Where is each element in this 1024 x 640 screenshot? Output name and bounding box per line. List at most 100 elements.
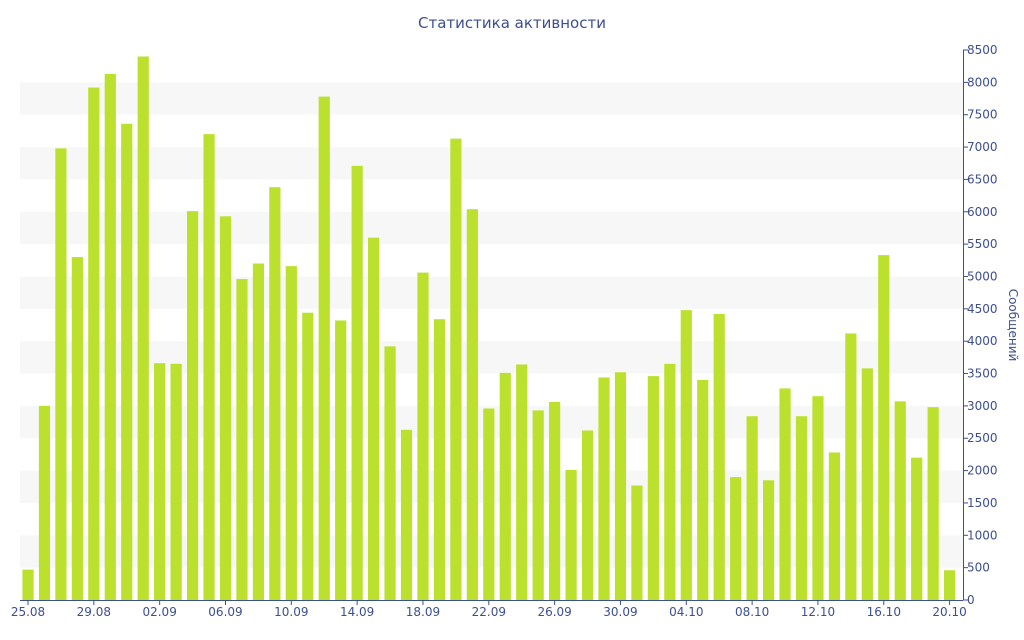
bar-07.10 (730, 477, 742, 600)
bar-13.09 (335, 320, 347, 600)
grid-band (20, 147, 963, 180)
bar-28.08 (71, 257, 83, 600)
bar-06.09 (219, 216, 232, 600)
bar-27.09 (565, 469, 577, 600)
chart-title: Статистика активности (418, 14, 606, 32)
x-tick-label: 04.10 (669, 605, 703, 619)
bar-25.08 (22, 569, 34, 600)
bar-01.10 (631, 485, 643, 600)
bar-07.09 (236, 279, 248, 600)
bar-09.09 (269, 187, 281, 601)
x-tick-label: 14.09 (340, 605, 374, 619)
y-tick-label: 6000 (967, 205, 998, 219)
bar-31.08 (121, 123, 133, 600)
bar-21.09 (466, 209, 478, 601)
bar-02.09 (154, 363, 166, 600)
x-tick-label: 18.09 (406, 605, 440, 619)
bar-20.10 (944, 570, 956, 600)
bar-16.09 (384, 346, 396, 600)
y-tick-label: 6500 (967, 172, 998, 186)
y-axis-title: Сообщений (1006, 289, 1020, 362)
y-tick-label: 1500 (967, 496, 998, 510)
y-tick-label: 0 (967, 593, 975, 607)
bars (22, 56, 956, 601)
bar-04.09 (186, 211, 199, 600)
bar-24.09 (516, 364, 528, 600)
bar-30.09 (614, 372, 627, 600)
bar-30.08 (104, 73, 116, 601)
axes (20, 49, 968, 605)
y-tick-label: 500 (967, 561, 990, 575)
grid-band (20, 211, 963, 245)
y-tick-label: 3500 (967, 367, 998, 381)
grid-band (20, 276, 963, 309)
bar-28.09 (581, 430, 594, 600)
bar-25.09 (532, 410, 544, 600)
bar-04.10 (680, 310, 692, 600)
bar-02.10 (647, 376, 659, 600)
bar-18.09 (417, 272, 429, 600)
bar-05.09 (203, 134, 215, 600)
y-tick-label: 4500 (967, 302, 998, 316)
bar-05.10 (697, 380, 709, 600)
y-tick-label: 5000 (967, 269, 998, 283)
bar-15.09 (368, 237, 380, 600)
y-tick-label: 2000 (967, 464, 998, 478)
bar-03.09 (170, 363, 182, 600)
bar-03.10 (664, 363, 676, 600)
x-tick-label: 16.10 (867, 605, 901, 619)
bar-08.09 (252, 263, 264, 600)
bar-22.09 (483, 408, 495, 600)
bar-12.09 (318, 96, 330, 601)
x-tick-label: 08.10 (735, 605, 769, 619)
bar-19.10 (927, 407, 939, 600)
x-tick-label: 12.10 (801, 605, 835, 619)
bar-14.09 (351, 165, 363, 600)
bar-11.10 (795, 416, 808, 600)
x-tick-label: 30.09 (603, 605, 637, 619)
bar-14.10 (845, 333, 857, 600)
bar-16.10 (878, 255, 890, 600)
x-tick-label: 20.10 (932, 605, 966, 619)
bar-17.09 (400, 429, 413, 600)
bar-08.10 (746, 416, 758, 600)
bar-15.10 (861, 368, 873, 600)
bar-17.10 (894, 401, 906, 600)
bar-01.09 (137, 56, 149, 601)
y-tick-label: 7500 (967, 108, 998, 122)
y-tick-label: 1000 (967, 528, 998, 542)
y-tick-label: 3000 (967, 399, 998, 413)
tick-labels: 0 500 1000 1500 2000 2500 3000 3500 4000 4500 5000… (11, 43, 1020, 619)
x-tick-label: 06.09 (208, 605, 242, 619)
bar-06.10 (713, 314, 725, 600)
x-tick-label: 25.08 (11, 605, 45, 619)
bar-19.09 (433, 319, 446, 600)
bar-29.08 (88, 87, 100, 600)
grid-band (20, 82, 963, 115)
bar-12.10 (812, 396, 824, 600)
x-tick-label: 29.08 (77, 605, 111, 619)
bar-29.09 (598, 377, 610, 600)
x-tick-label: 26.09 (537, 605, 571, 619)
y-tick-label: 7000 (967, 140, 998, 154)
bar-20.09 (450, 138, 462, 600)
x-tick-label: 10.09 (274, 605, 308, 619)
y-tick-label: 4000 (967, 334, 998, 348)
bar-10.10 (779, 388, 791, 600)
bar-09.10 (762, 480, 775, 600)
bar-18.10 (911, 457, 923, 600)
bar-11.09 (302, 312, 314, 600)
bar-13.10 (828, 452, 841, 600)
bar-23.09 (499, 372, 511, 600)
bar-10.09 (285, 266, 297, 600)
x-tick-label: 22.09 (472, 605, 506, 619)
y-tick-label: 2500 (967, 431, 998, 445)
x-tick-label: 02.09 (142, 605, 176, 619)
bar-26.09 (549, 402, 561, 600)
y-tick-label: 5500 (967, 237, 998, 251)
bar-27.08 (55, 148, 67, 600)
bar-26.08 (38, 405, 51, 600)
y-tick-label: 8000 (967, 75, 998, 89)
